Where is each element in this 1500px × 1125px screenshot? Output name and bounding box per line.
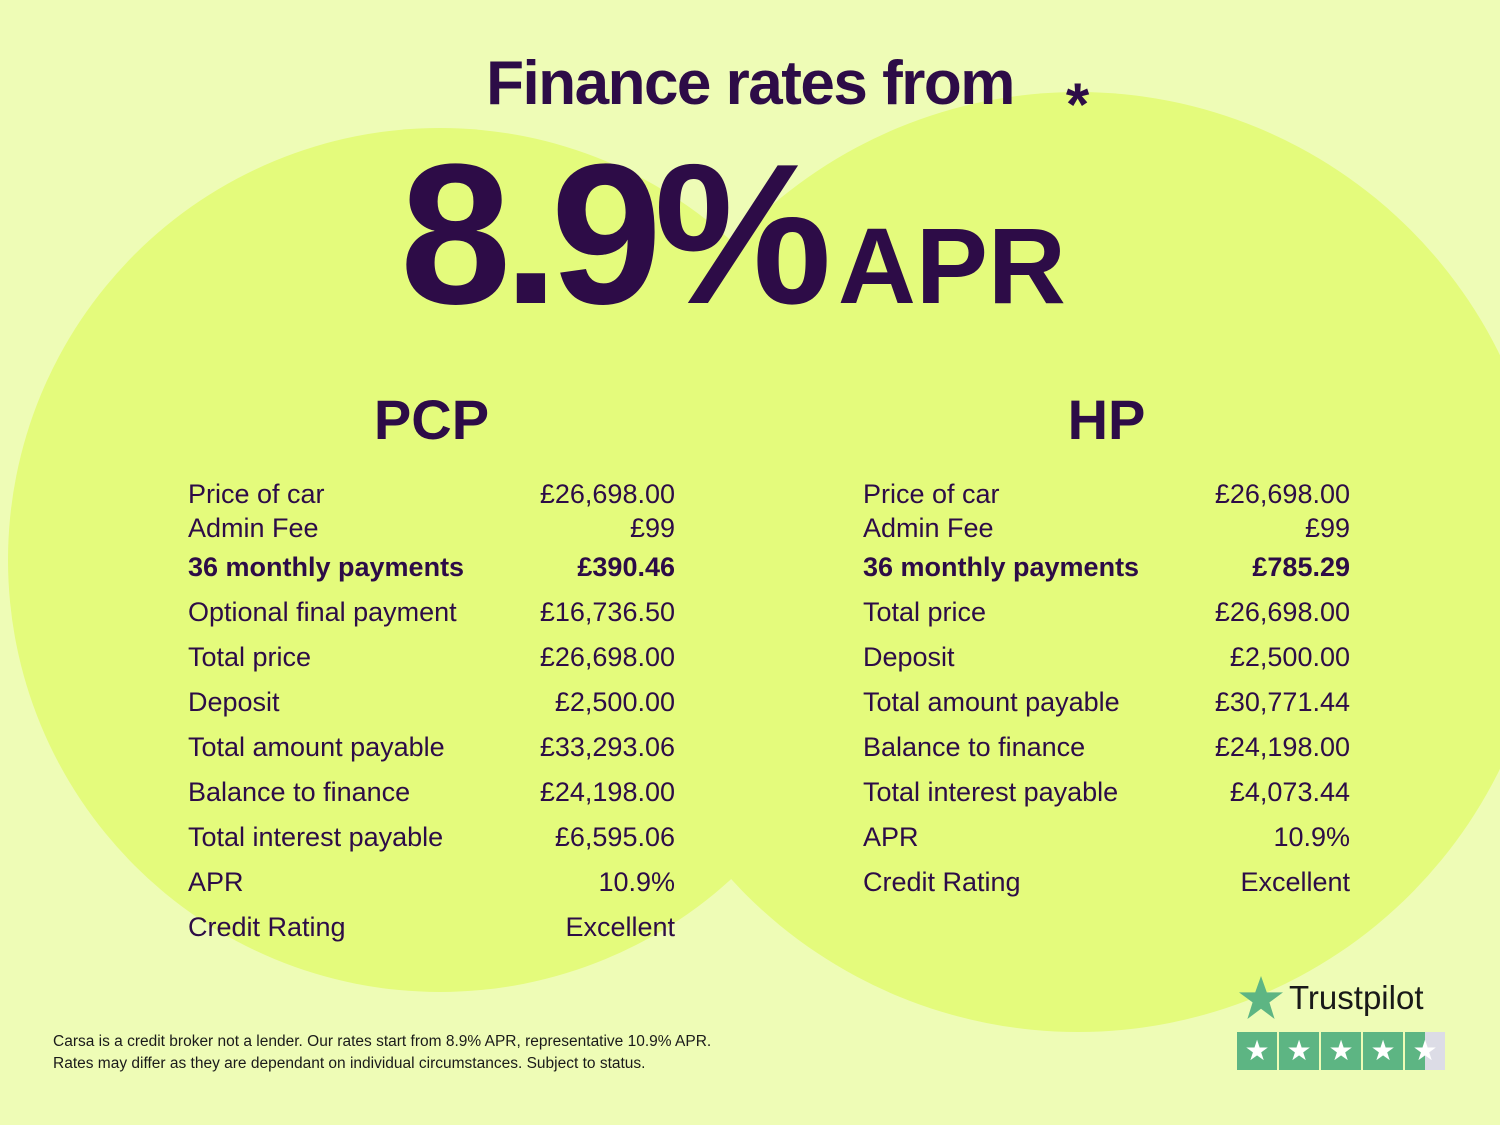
table-row: Admin Fee £99 <box>188 511 675 545</box>
star-icon: ★ <box>1237 1032 1277 1070</box>
table-row: Price of car £26,698.00 <box>863 477 1350 511</box>
star-icon: ★ <box>1321 1032 1361 1070</box>
row-value: £99 <box>1304 513 1350 543</box>
asterisk: * <box>1065 71 1090 138</box>
row-label: 36 monthly payments <box>188 552 465 582</box>
headline-title: Finance rates from <box>486 49 1015 118</box>
table-row: Optional final payment £16,736.50 <box>188 590 675 635</box>
disclaimer-line: Carsa is a credit broker not a lender. O… <box>53 1033 712 1050</box>
table-row: Total amount payable £33,293.06 <box>188 725 675 770</box>
row-value: £4,073.44 <box>1229 777 1350 807</box>
disclaimer: Carsa is a credit broker not a lender. O… <box>53 1031 711 1075</box>
row-value: £33,293.06 <box>539 732 675 762</box>
star-icon: ★ <box>1363 1032 1403 1070</box>
row-value: £24,198.00 <box>1214 732 1350 762</box>
star-icon: ★ <box>1279 1032 1319 1070</box>
row-label: Credit Rating <box>188 912 346 942</box>
rate-value: 8.9% <box>400 123 832 346</box>
table-row: Total interest payable £6,595.06 <box>188 815 675 860</box>
pcp-heading: PCP <box>373 388 490 451</box>
row-value: £26,698.00 <box>1214 597 1350 627</box>
table-row: 36 monthly payments £785.29 <box>863 545 1350 590</box>
row-label: Admin Fee <box>863 513 994 543</box>
row-value: £99 <box>629 513 675 543</box>
row-value: Excellent <box>565 912 675 942</box>
trustpilot-badge[interactable]: Trustpilot ★ ★ ★ ★ ★ <box>1237 973 1445 1070</box>
headline-rate: 8.9% APR * <box>400 71 1089 350</box>
row-label: Total interest payable <box>188 822 444 852</box>
table-row: Credit Rating Excellent <box>863 860 1350 905</box>
row-value: £26,698.00 <box>539 642 675 672</box>
disclaimer-line: Rates may differ as they are dependant o… <box>53 1055 646 1072</box>
table-row: APR 10.9% <box>188 860 675 905</box>
table-row: APR 10.9% <box>863 815 1350 860</box>
table-row: Balance to finance £24,198.00 <box>188 770 675 815</box>
row-value: Excellent <box>1240 867 1350 897</box>
row-value: 10.9% <box>1273 822 1350 852</box>
background-circle-right <box>608 92 1500 1032</box>
table-row: Deposit £2,500.00 <box>863 635 1350 680</box>
row-value: £26,698.00 <box>1214 479 1350 509</box>
row-value: 10.9% <box>598 867 675 897</box>
row-value: £2,500.00 <box>554 687 675 717</box>
table-row: Price of car £26,698.00 <box>188 477 675 511</box>
table-row: Balance to finance £24,198.00 <box>863 725 1350 770</box>
row-label: Balance to finance <box>863 732 1086 762</box>
trustpilot-name: Trustpilot <box>1289 979 1424 1016</box>
row-value: £24,198.00 <box>539 777 675 807</box>
apr-label: APR <box>837 205 1066 326</box>
row-value: £6,595.06 <box>554 822 675 852</box>
hp-table: HP Price of car £26,698.00 Admin Fee £99 36 … <box>863 385 1350 905</box>
row-label: Deposit <box>863 642 955 672</box>
table-row: Admin Fee £99 <box>863 511 1350 545</box>
trustpilot-logo: Trustpilot <box>1237 973 1445 1023</box>
row-label: Deposit <box>188 687 280 717</box>
row-label: APR <box>863 822 919 852</box>
table-row: Total interest payable £4,073.44 <box>863 770 1350 815</box>
table-row: Total amount payable £30,771.44 <box>863 680 1350 725</box>
row-value: £30,771.44 <box>1214 687 1350 717</box>
table-row: Total price £26,698.00 <box>188 635 675 680</box>
table-row: Total price £26,698.00 <box>863 590 1350 635</box>
trustpilot-rating: ★ ★ ★ ★ ★ <box>1237 1032 1445 1070</box>
row-label: Price of car <box>863 479 1000 509</box>
row-label: Total price <box>188 642 312 672</box>
row-label: Total amount payable <box>188 732 445 762</box>
row-value: £785.29 <box>1252 552 1350 582</box>
hp-heading: HP <box>1067 388 1146 451</box>
row-label: Optional final payment <box>188 597 457 627</box>
row-label: Balance to finance <box>188 777 411 807</box>
row-label: APR <box>188 867 244 897</box>
row-value: £390.46 <box>577 552 675 582</box>
row-label: Total price <box>863 597 987 627</box>
trustpilot-star-icon <box>1239 976 1283 1019</box>
row-label: Total interest payable <box>863 777 1119 807</box>
row-label: 36 monthly payments <box>863 552 1140 582</box>
star-icon: ★ <box>1405 1032 1445 1070</box>
table-row: Deposit £2,500.00 <box>188 680 675 725</box>
table-row: Credit Rating Excellent <box>188 905 675 950</box>
row-label: Credit Rating <box>863 867 1021 897</box>
pcp-table: PCP Price of car £26,698.00 Admin Fee £99 36… <box>188 385 675 950</box>
row-value: £26,698.00 <box>539 479 675 509</box>
row-label: Price of car <box>188 479 325 509</box>
row-label: Admin Fee <box>188 513 319 543</box>
row-value: £2,500.00 <box>1229 642 1350 672</box>
row-value: £16,736.50 <box>539 597 675 627</box>
row-label: Total amount payable <box>863 687 1120 717</box>
table-row: 36 monthly payments £390.46 <box>188 545 675 590</box>
